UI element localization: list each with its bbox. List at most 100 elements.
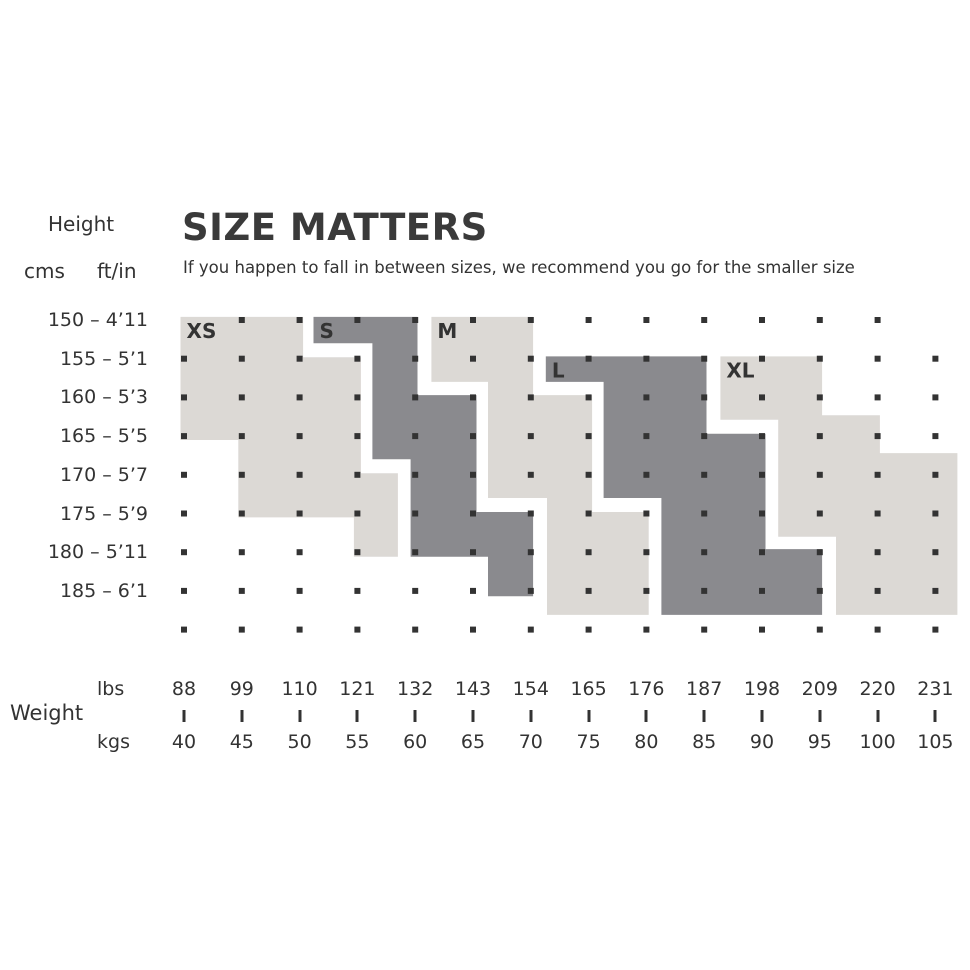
lbs-tick-label: 231 [917,678,954,700]
grid-dot [470,510,476,517]
weight-tick-mark [240,710,244,722]
chart-title: SIZE MATTERS [182,206,488,249]
weight-axis-label: Weight [10,701,84,725]
grid-dot [527,587,534,594]
kgs-tick-label: 95 [807,731,832,753]
height-tick-label: 165 – 5’5 [59,425,148,448]
lbs-tick-label: 165 [570,678,607,700]
grid-dot [296,317,303,323]
lbs-tick-label: 187 [686,678,723,700]
grid-dot [643,626,650,633]
grid-dot [412,549,419,556]
grid-dot [296,355,303,362]
kgs-unit-label: kgs [97,731,130,753]
grid-dot [816,510,823,517]
grid-dot [238,626,245,633]
grid-dot [238,317,245,323]
grid-dot [643,587,650,594]
weight-tick-mark [933,710,937,722]
grid-dot [816,549,823,556]
grid-dot [354,587,361,594]
lbs-tick-label: 99 [229,678,254,700]
grid-dot [932,355,939,362]
grid-dot [412,433,419,440]
grid-dot [585,626,592,633]
grid-dot [296,549,303,556]
grid-dot [816,317,823,323]
weight-tick-mark [876,710,880,722]
grid-dot [181,549,187,556]
lbs-tick-label: 176 [628,678,665,700]
lbs-tick-label: 88 [171,678,197,700]
size-region-l [545,356,823,615]
grid-dot [354,355,361,362]
weight-tick-mark [182,710,186,722]
grid-dot [701,587,708,594]
kgs-tick-label: 75 [576,731,601,753]
grid-dot [354,626,361,633]
kgs-tick-label: 100 [859,731,896,753]
grid-dot [585,549,592,556]
grid-dot [354,549,361,556]
grid-dot [527,394,534,401]
grid-dot [932,433,939,440]
grid-dot [296,394,303,401]
grid-dot [412,355,419,362]
grid-dot [527,549,534,556]
height-tick-label: 150 – 4’11 [47,309,148,331]
grid-dot [874,510,881,517]
grid-dot [585,471,592,478]
grid-dot [701,394,708,401]
grid-dot [527,317,534,323]
grid-dot [643,549,650,556]
lbs-unit-label: lbs [97,678,125,700]
lbs-tick-label: 143 [454,678,492,700]
lbs-tick-label: 110 [281,678,318,700]
grid-dot [874,355,881,362]
grid-dot [643,510,650,517]
grid-dot [238,394,245,401]
kgs-tick-label: 85 [692,731,717,753]
height-tick-label: 160 – 5’3 [59,386,148,409]
height-tick-label: 175 – 5’9 [59,502,148,525]
grid-dot [354,433,361,440]
height-tick-label: 180 – 5’11 [47,541,148,564]
grid-dot [527,355,534,362]
grid-dot [759,626,765,633]
weight-tick-mark [355,710,359,722]
grid-dot [585,587,592,594]
height-tick-label: 155 – 5’1 [59,347,148,370]
grid-dot [181,510,187,517]
size-region-xl [720,356,958,615]
size-region-xs [180,316,398,557]
cms-unit-label: cms [24,259,65,283]
grid-dot [296,626,303,633]
grid-dot [759,587,765,594]
size-label-xs: XS [187,319,217,343]
grid-dot [816,587,823,594]
weight-tick-mark [702,710,706,722]
grid-dot [759,471,765,478]
grid-dot [527,626,534,633]
size-label-xl: XL [726,358,754,382]
grid-dot [759,510,765,517]
height-axis-label: Height [48,212,115,236]
grid-dot [470,587,476,594]
grid-dot [701,317,708,323]
grid-dot [932,549,939,556]
weight-tick-mark [587,710,591,722]
grid-dot [412,394,419,401]
size-label-s: S [319,319,333,343]
size-region-m [431,316,649,615]
grid-dot [470,355,476,362]
grid-dot [701,433,708,440]
grid-dot [238,549,245,556]
grid-dot [181,471,187,478]
grid-dot [470,549,476,556]
kgs-tick-label: 70 [518,731,543,753]
grid-dot [701,626,708,633]
grid-dot [527,510,534,517]
grid-dot [181,394,187,401]
grid-dot [585,510,592,517]
